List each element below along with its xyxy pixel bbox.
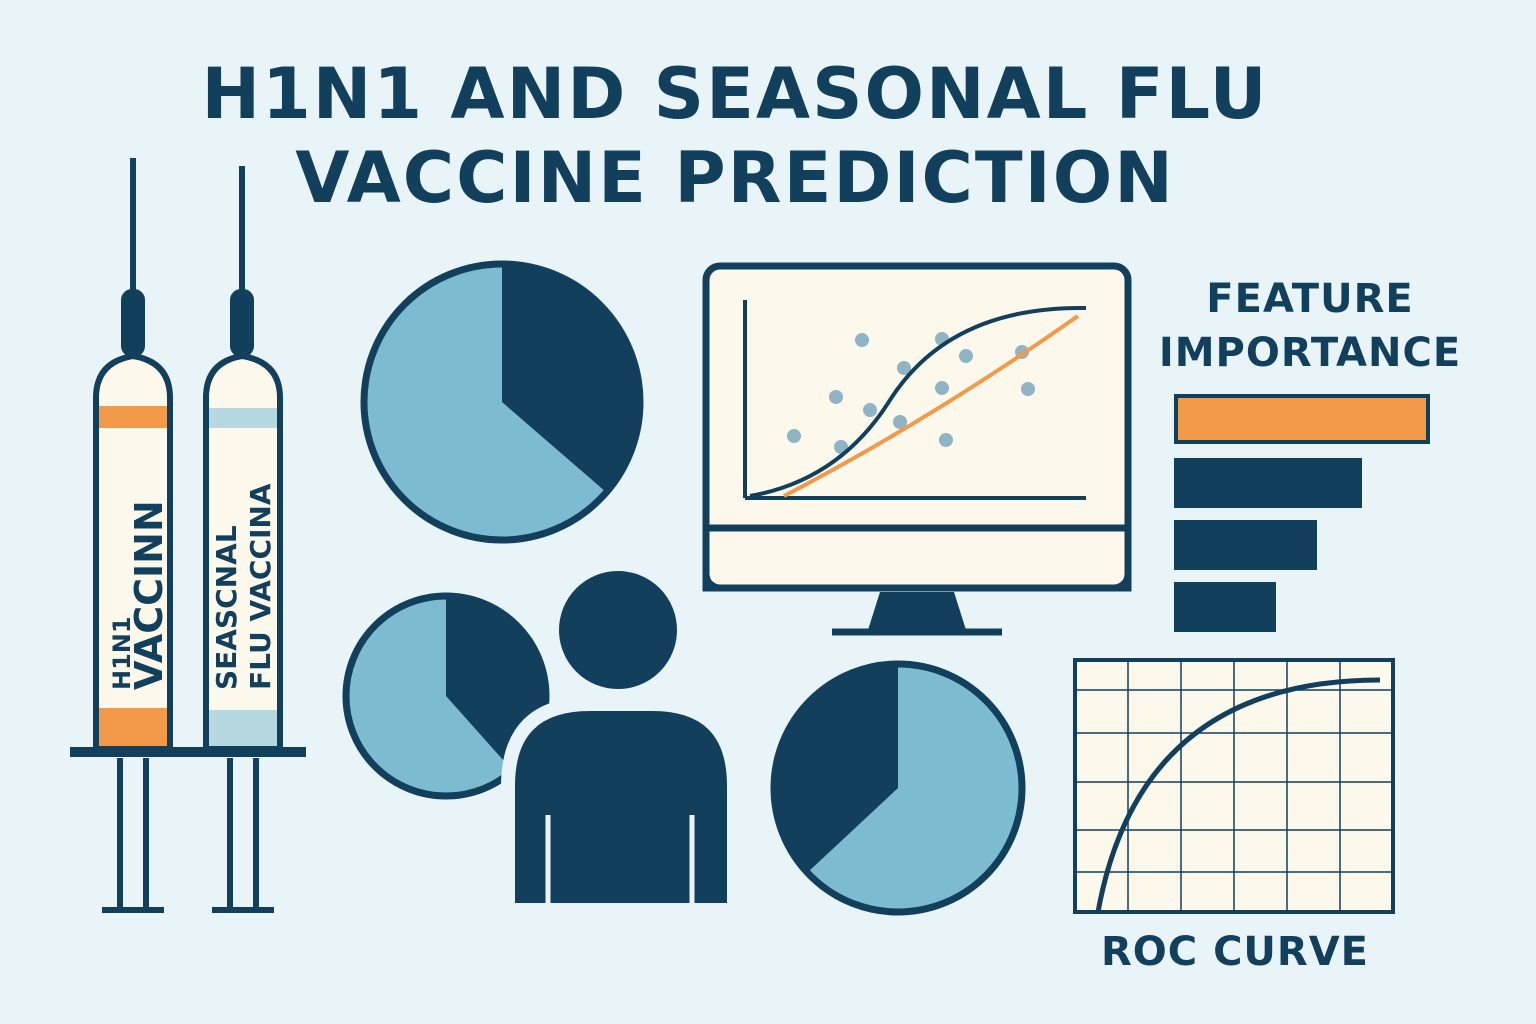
- person-icon: [501, 557, 741, 917]
- svg-text:SEASCNAL: SEASCNAL: [210, 525, 243, 690]
- feature-importance-title-line-2: IMPORTANCE: [1158, 330, 1462, 376]
- syringe-band-top: [99, 406, 167, 428]
- roc-curve-label: ROC CURVE: [1100, 929, 1369, 975]
- roc-chart-icon: [1073, 658, 1395, 914]
- syringe-label-seasonal: SEASCNAL FLU VACCINA: [210, 483, 277, 690]
- title-line-2: VACCINE PREDICTION: [295, 137, 1175, 219]
- title-line-1: H1N1 AND SEASONAL FLU: [201, 53, 1269, 135]
- page-title: H1N1 AND SEASONAL FLU VACCINE PREDICTION: [0, 52, 1470, 220]
- monitor-scatter-plot: [743, 300, 1087, 500]
- syringe-band-top: [209, 408, 277, 428]
- syringe-icon-seasonal: [203, 166, 283, 913]
- syringe-band-bottom: [99, 708, 167, 746]
- syringe-icon-h1n1: [93, 158, 173, 913]
- monitor-icon: [702, 262, 1132, 636]
- syringe-band-bottom: [209, 710, 277, 746]
- roc-curve-line: [1095, 677, 1381, 913]
- pie-chart-icon-right: [770, 660, 1026, 916]
- svg-text:VACCINN: VACCINN: [127, 500, 171, 690]
- bar-chart-icon: [1174, 394, 1430, 632]
- pie-chart-icon-large: [360, 260, 644, 544]
- svg-text:FLU VACCINA: FLU VACCINA: [244, 483, 277, 690]
- svg-text:H1N1: H1N1: [108, 616, 136, 690]
- syringe-label-h1n1: H1N1 VACCINN: [108, 500, 171, 690]
- feature-importance-title-line-1: FEATURE: [1206, 276, 1414, 322]
- feature-importance-bar: [1174, 394, 1430, 444]
- feature-importance-bar: [1174, 582, 1276, 632]
- feature-importance-title: FEATURE IMPORTANCE: [1150, 272, 1470, 380]
- feature-importance-bar: [1174, 520, 1317, 570]
- feature-importance-bar: [1174, 458, 1362, 508]
